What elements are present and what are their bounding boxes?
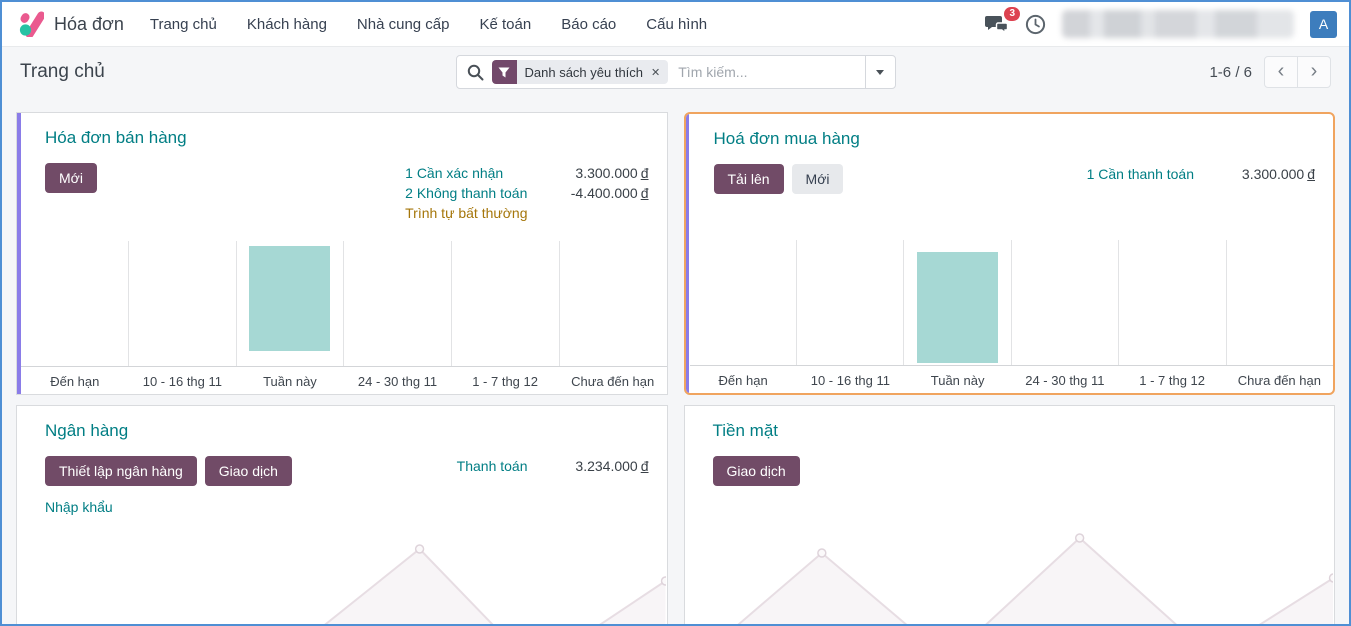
- card-tien-mat: Tiền mặt Giao dịch: [683, 405, 1335, 626]
- stat-link-can-thanh-toan[interactable]: 1 Cần thanh toán: [1086, 166, 1194, 182]
- upload-button[interactable]: Tải lên: [713, 164, 784, 194]
- card-title[interactable]: Ngân hàng: [45, 421, 129, 440]
- search-options-toggle[interactable]: [864, 56, 895, 88]
- x-axis-labels: Đến hạn 10 - 16 thg 11 Tuần này 24 - 30 th…: [50, 374, 655, 389]
- pager-previous-button[interactable]: ‹: [1264, 56, 1298, 88]
- filter-icon: [491, 60, 517, 84]
- card-title[interactable]: Hoá đơn mua hàng: [713, 129, 860, 148]
- stat-amount: 3.300.000 đ: [575, 165, 649, 181]
- cash-transactions-button[interactable]: Giao dịch: [712, 456, 800, 486]
- chat-icon: [985, 16, 1009, 34]
- stat-amount: -4.400.000 đ: [570, 185, 649, 201]
- new-bill-button[interactable]: Mới: [791, 164, 844, 194]
- card-stats: 1 Cần xác nhận 3.300.000 đ 2 Không thanh …: [405, 165, 648, 221]
- facet-label: Danh sách yêu thích: [524, 64, 644, 80]
- notification-badge: 3: [1004, 7, 1020, 21]
- stat-link-can-xac-nhan[interactable]: 1 Cần xác nhận: [405, 165, 504, 181]
- x-axis-labels: Đến hạn 10 - 16 thg 11 Tuần này 24 - 30 th…: [718, 373, 1321, 388]
- facet-body: Danh sách yêu thích ✕: [516, 60, 669, 84]
- bar-tuan-nay[interactable]: [249, 246, 331, 351]
- stat-link-khong-thanh-toan[interactable]: 2 Không thanh toán: [405, 185, 528, 201]
- search-bar: Danh sách yêu thích ✕: [455, 55, 896, 89]
- chevron-down-icon: [876, 69, 884, 79]
- pager-value: 1-6 / 6: [1209, 63, 1252, 81]
- app-logo-icon[interactable]: [18, 11, 44, 37]
- nav-item-bao-cao[interactable]: Báo cáo: [561, 15, 617, 33]
- stat-link-trinh-tu-bat-thuong[interactable]: Trình tự bất thường: [405, 205, 528, 221]
- messages-button[interactable]: 3: [985, 7, 1020, 34]
- card-stats: Thanh toán 3.234.000 đ: [457, 458, 649, 474]
- search-input[interactable]: [676, 63, 865, 81]
- main-menu: Trang chủ Khách hàng Nhà cung cấp Kế toá…: [150, 13, 707, 36]
- bills-due-bar-chart: Đến hạn 10 - 16 thg 11 Tuần này 24 - 30 th…: [689, 240, 1333, 393]
- search-icon: [467, 64, 483, 80]
- card-hoa-don-ban-hang: Hóa đơn bán hàng Mới 1 Cần xác nhận 3.30…: [16, 112, 668, 395]
- bank-balance-sparkline[interactable]: [18, 523, 666, 626]
- nav-item-khach-hang[interactable]: Khách hàng: [246, 15, 327, 33]
- card-ngan-hang: Ngân hàng Thiết lập ngân hàng Giao dịch …: [16, 405, 668, 626]
- search-facet-favorites[interactable]: Danh sách yêu thích ✕: [491, 60, 669, 84]
- pager-next-button[interactable]: ›: [1297, 56, 1331, 88]
- facet-remove-icon[interactable]: ✕: [651, 66, 661, 79]
- activities-button[interactable]: [1025, 14, 1046, 35]
- user-menu[interactable]: [1062, 10, 1294, 38]
- card-title[interactable]: Hóa đơn bán hàng: [45, 128, 187, 147]
- bar-tuan-nay[interactable]: [917, 252, 998, 363]
- stat-amount: 3.300.000 đ: [1241, 166, 1315, 182]
- new-invoice-button[interactable]: Mới: [45, 163, 97, 193]
- stat-amount: 3.234.000 đ: [575, 458, 649, 474]
- nav-item-ke-toan[interactable]: Kế toán: [479, 15, 532, 33]
- bank-setup-button[interactable]: Thiết lập ngân hàng: [45, 456, 197, 486]
- pager-buttons: ‹ ›: [1264, 56, 1331, 88]
- cash-balance-sparkline[interactable]: [686, 523, 1334, 626]
- app-name[interactable]: Hóa đơn: [54, 13, 124, 34]
- breadcrumb: Trang chủ: [20, 61, 105, 82]
- avatar[interactable]: A: [1310, 10, 1337, 38]
- nav-item-nha-cung-cap[interactable]: Nhà cung cấp: [356, 15, 450, 33]
- stat-link-thanh-toan[interactable]: Thanh toán: [456, 458, 528, 474]
- pager: 1-6 / 6 ‹ ›: [1209, 56, 1331, 88]
- dashboard-kanban: Hóa đơn bán hàng Mới 1 Cần xác nhận 3.30…: [2, 97, 1349, 626]
- card-stats: 1 Cần thanh toán 3.300.000 đ: [1087, 166, 1315, 182]
- navbar-systray: 3 A: [985, 7, 1337, 38]
- control-panel: Trang chủ Danh sách yêu thích ✕ 1-: [2, 47, 1349, 97]
- invoices-due-bar-chart: Đến hạn 10 - 16 thg 11 Tuần này 24 - 30 th…: [21, 241, 667, 394]
- nav-item-trang-chu[interactable]: Trang chủ: [149, 15, 217, 33]
- import-link[interactable]: Nhập khẩu: [45, 499, 113, 515]
- top-navbar: Hóa đơn Trang chủ Khách hàng Nhà cung cấ…: [2, 2, 1349, 47]
- card-hoa-don-mua-hang: Hoá đơn mua hàng Tải lên Mới 1 Cần thanh…: [683, 112, 1335, 395]
- clock-icon: [1025, 14, 1046, 34]
- nav-item-cau-hinh[interactable]: Cấu hình: [646, 15, 708, 33]
- bank-transactions-button[interactable]: Giao dịch: [204, 456, 292, 486]
- card-title[interactable]: Tiền mặt: [712, 421, 779, 440]
